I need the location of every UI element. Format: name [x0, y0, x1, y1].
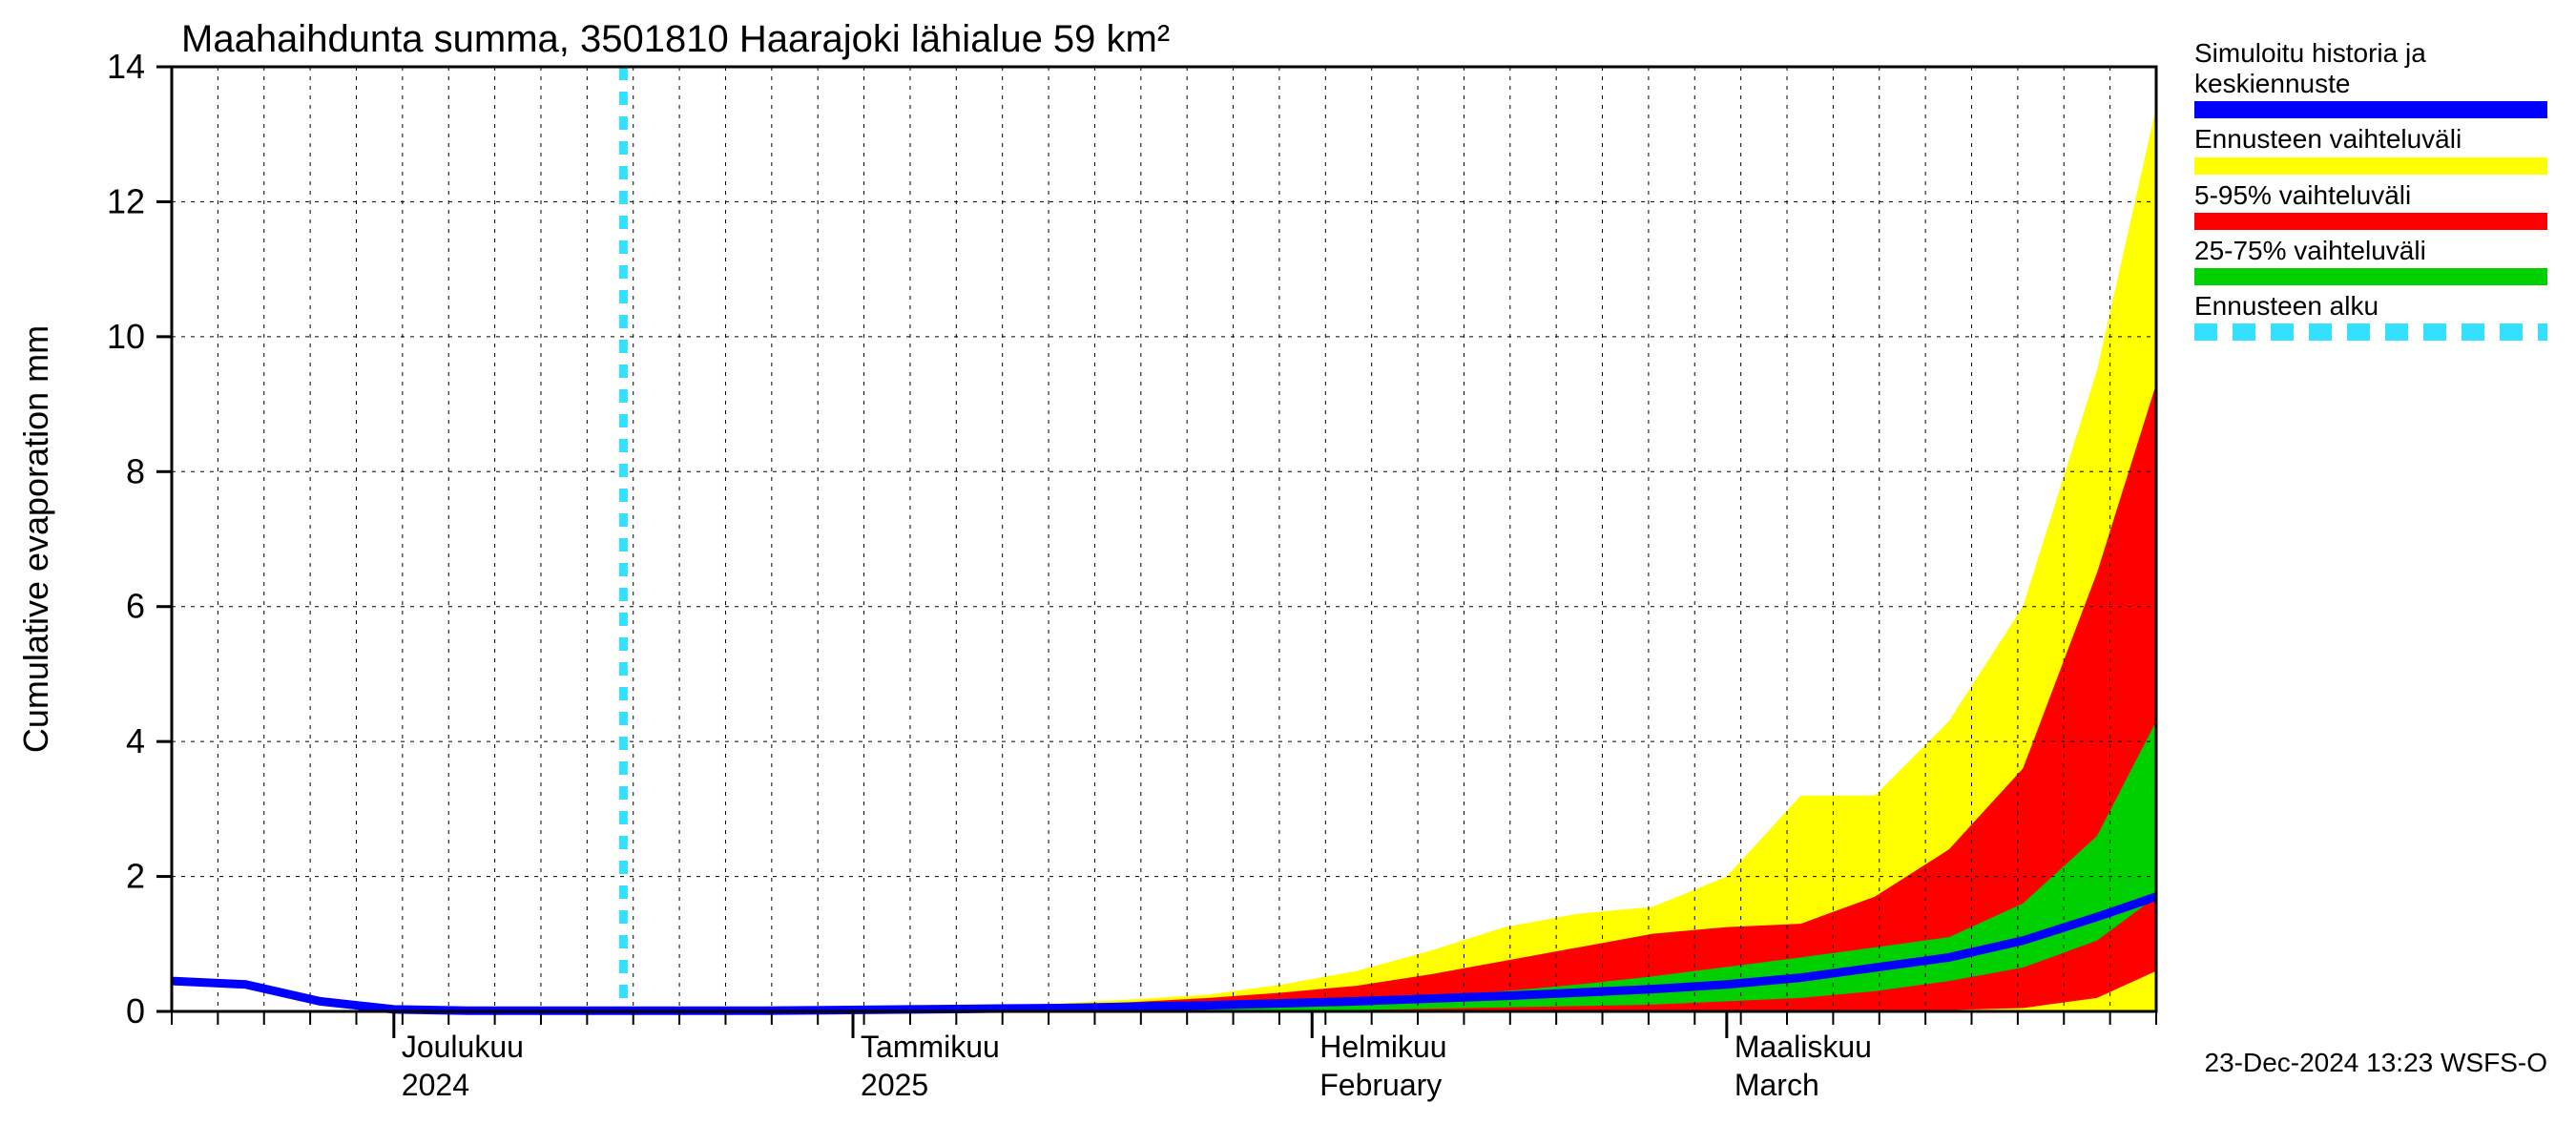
ytick-label: 6	[126, 587, 145, 626]
legend-swatch	[2194, 268, 2547, 285]
x-month-label: Joulukuu	[402, 1030, 524, 1064]
x-month-label2: 2024	[402, 1068, 469, 1102]
ytick-label: 12	[107, 181, 145, 220]
ytick-label: 10	[107, 317, 145, 356]
chart-title: Maahaihdunta summa, 3501810 Haarajoki lä…	[181, 18, 1170, 60]
ytick-label: 4	[126, 721, 145, 760]
x-month-label2: March	[1735, 1068, 1819, 1102]
ytick-label: 14	[107, 47, 145, 86]
x-month-label2: 2025	[861, 1068, 928, 1102]
legend-label: Ennusteen alku	[2194, 291, 2547, 322]
legend: Simuloitu historia ja keskiennuste Ennust…	[2194, 38, 2547, 346]
timestamp: 23-Dec-2024 13:23 WSFS-O	[2205, 1048, 2548, 1078]
ytick-label: 8	[126, 451, 145, 490]
legend-label: Ennusteen vaihteluväli	[2194, 124, 2547, 155]
legend-item: 25-75% vaihteluväli	[2194, 236, 2547, 285]
ytick-label: 2	[126, 857, 145, 896]
legend-swatch	[2194, 213, 2547, 230]
ytick-label: 0	[126, 991, 145, 1030]
legend-item: 5-95% vaihteluväli	[2194, 180, 2547, 230]
legend-swatch	[2194, 157, 2547, 175]
legend-label: Simuloitu historia ja keskiennuste	[2194, 38, 2547, 99]
legend-label: 5-95% vaihteluväli	[2194, 180, 2547, 211]
legend-label: 25-75% vaihteluväli	[2194, 236, 2547, 266]
legend-item: Simuloitu historia ja keskiennuste	[2194, 38, 2547, 118]
legend-item: Ennusteen alku	[2194, 291, 2547, 341]
x-month-label2: February	[1319, 1068, 1442, 1102]
chart-stage: 0 2 4 6 8 10 12 14 Joulukuu 2024 Tammikuu 2025 Helmi…	[0, 0, 2576, 1145]
x-month-label: Maaliskuu	[1735, 1030, 1872, 1064]
legend-swatch	[2194, 101, 2547, 118]
x-month-label: Helmikuu	[1319, 1030, 1446, 1064]
y-axis-label: Cumulative evaporation mm	[16, 325, 55, 753]
chart-svg: 0 2 4 6 8 10 12 14 Joulukuu 2024 Tammikuu 2025 Helmi…	[0, 0, 2576, 1145]
legend-item: Ennusteen vaihteluväli	[2194, 124, 2547, 174]
x-month-label: Tammikuu	[861, 1030, 1000, 1064]
legend-swatch	[2194, 323, 2547, 341]
